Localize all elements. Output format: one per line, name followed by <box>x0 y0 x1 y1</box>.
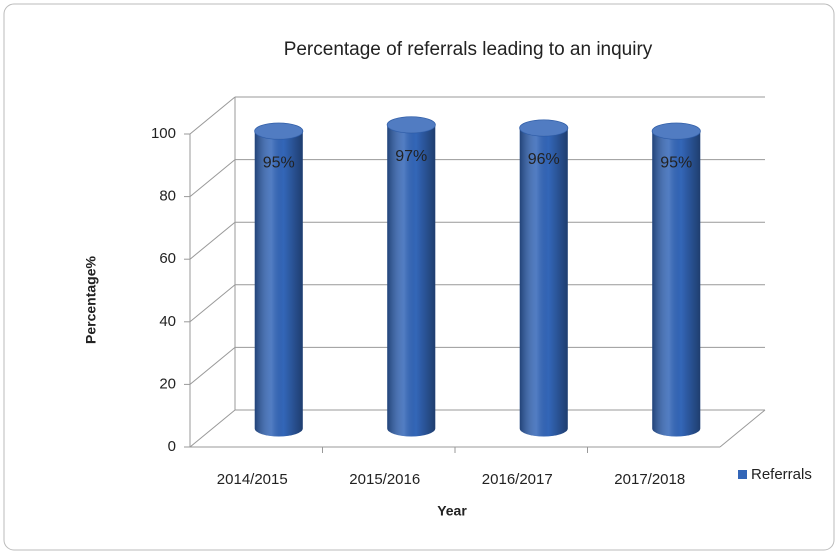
bar-top-shine <box>254 123 303 140</box>
x-tick-label: 2017/2018 <box>614 471 685 488</box>
y-tick-label: 80 <box>159 188 176 205</box>
bar-shade <box>387 124 436 437</box>
bar-top-shine <box>519 120 568 137</box>
data-label: 95% <box>660 154 692 171</box>
bar-shade <box>519 128 568 437</box>
bar-top <box>254 122 304 140</box>
bar-shade <box>652 131 701 437</box>
y-tick-label: 20 <box>159 375 176 392</box>
bar-top <box>651 122 701 140</box>
x-tick-label: 2016/2017 <box>482 471 553 488</box>
data-label: 97% <box>395 148 427 165</box>
y-tick-label: 60 <box>159 250 176 267</box>
data-label: 95% <box>263 154 295 171</box>
bar-top <box>519 119 569 137</box>
bar-top-shine <box>387 116 436 133</box>
grid-line <box>189 347 236 385</box>
floor-right <box>719 409 766 448</box>
grid-line <box>189 159 236 197</box>
grid-line <box>189 96 236 135</box>
legend-swatch <box>738 470 747 479</box>
x-tick-label: 2014/2015 <box>217 471 288 488</box>
grid-line <box>189 221 236 260</box>
bar-shade <box>254 131 303 437</box>
y-tick-label: 40 <box>159 313 176 330</box>
x-axis-label: Year <box>437 503 467 519</box>
grid-line <box>189 409 236 448</box>
bar-top-shine <box>652 123 701 140</box>
y-axis-label: Percentage% <box>83 255 99 343</box>
legend-label: Referrals <box>751 466 812 483</box>
chart-title: Percentage of referrals leading to an in… <box>284 39 653 60</box>
grid-line <box>189 284 236 323</box>
bar-top <box>386 116 436 134</box>
data-label: 96% <box>528 151 560 168</box>
y-tick-label: 100 <box>151 125 176 142</box>
y-tick-label: 0 <box>168 438 176 455</box>
x-tick-label: 2015/2016 <box>349 471 420 488</box>
